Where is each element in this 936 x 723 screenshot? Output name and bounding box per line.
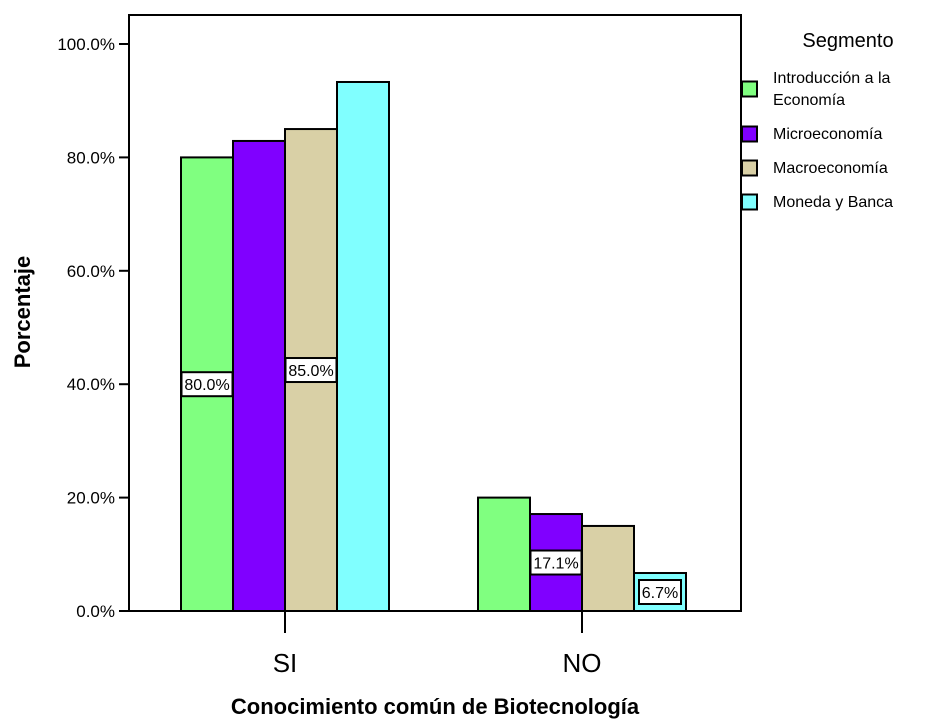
y-tick-label: 40.0% bbox=[67, 375, 115, 394]
data-labels-layer: 80.0% 85.0% 17.1% 6.7% bbox=[180, 357, 682, 606]
bar-no-series-2 bbox=[581, 524, 635, 613]
legend-title: Segmento bbox=[802, 30, 893, 52]
data-label: 85.0% bbox=[288, 363, 333, 380]
legend-label: Microeconomía bbox=[773, 126, 882, 143]
y-tick-label: 0.0% bbox=[76, 602, 115, 621]
bars-layer bbox=[180, 80, 687, 613]
y-tick-label: 80.0% bbox=[67, 148, 115, 167]
data-label-box bbox=[638, 579, 682, 606]
x-axis: SI NO bbox=[273, 611, 602, 678]
data-label-box bbox=[180, 371, 234, 398]
legend-label: Economía bbox=[773, 92, 845, 109]
y-axis-title: Porcentaje bbox=[10, 256, 35, 369]
x-tick-label: NO bbox=[563, 648, 602, 678]
y-tick-label: 20.0% bbox=[67, 489, 115, 508]
legend: Segmento Introducción a la Economía Microe… bbox=[741, 30, 894, 211]
legend-swatch bbox=[741, 193, 758, 211]
bar-si-series-3 bbox=[336, 80, 390, 612]
legend-swatch bbox=[741, 80, 758, 98]
legend-label: Moneda y Banca bbox=[773, 194, 893, 211]
data-label: 6.7% bbox=[642, 585, 678, 602]
legend-swatch bbox=[741, 125, 758, 143]
data-label-box bbox=[529, 549, 583, 576]
legend-label: Introducción a la bbox=[773, 70, 891, 87]
legend-swatch bbox=[741, 159, 758, 177]
y-tick-label: 100.0% bbox=[57, 35, 115, 54]
data-label: 80.0% bbox=[184, 377, 229, 394]
x-tick-label: SI bbox=[273, 648, 298, 678]
bar-no-series-0 bbox=[477, 496, 531, 613]
data-label: 17.1% bbox=[533, 556, 578, 573]
data-label-box bbox=[284, 357, 338, 384]
legend-label: Macroeconomía bbox=[773, 160, 888, 177]
bar-si-series-1 bbox=[232, 139, 286, 612]
y-tick-label: 60.0% bbox=[67, 262, 115, 281]
x-axis-title: Conocimiento común de Biotecnología bbox=[231, 694, 640, 719]
y-axis: 0.0% 20.0% 40.0% 60.0% 80.0% 100.0% bbox=[57, 35, 129, 621]
